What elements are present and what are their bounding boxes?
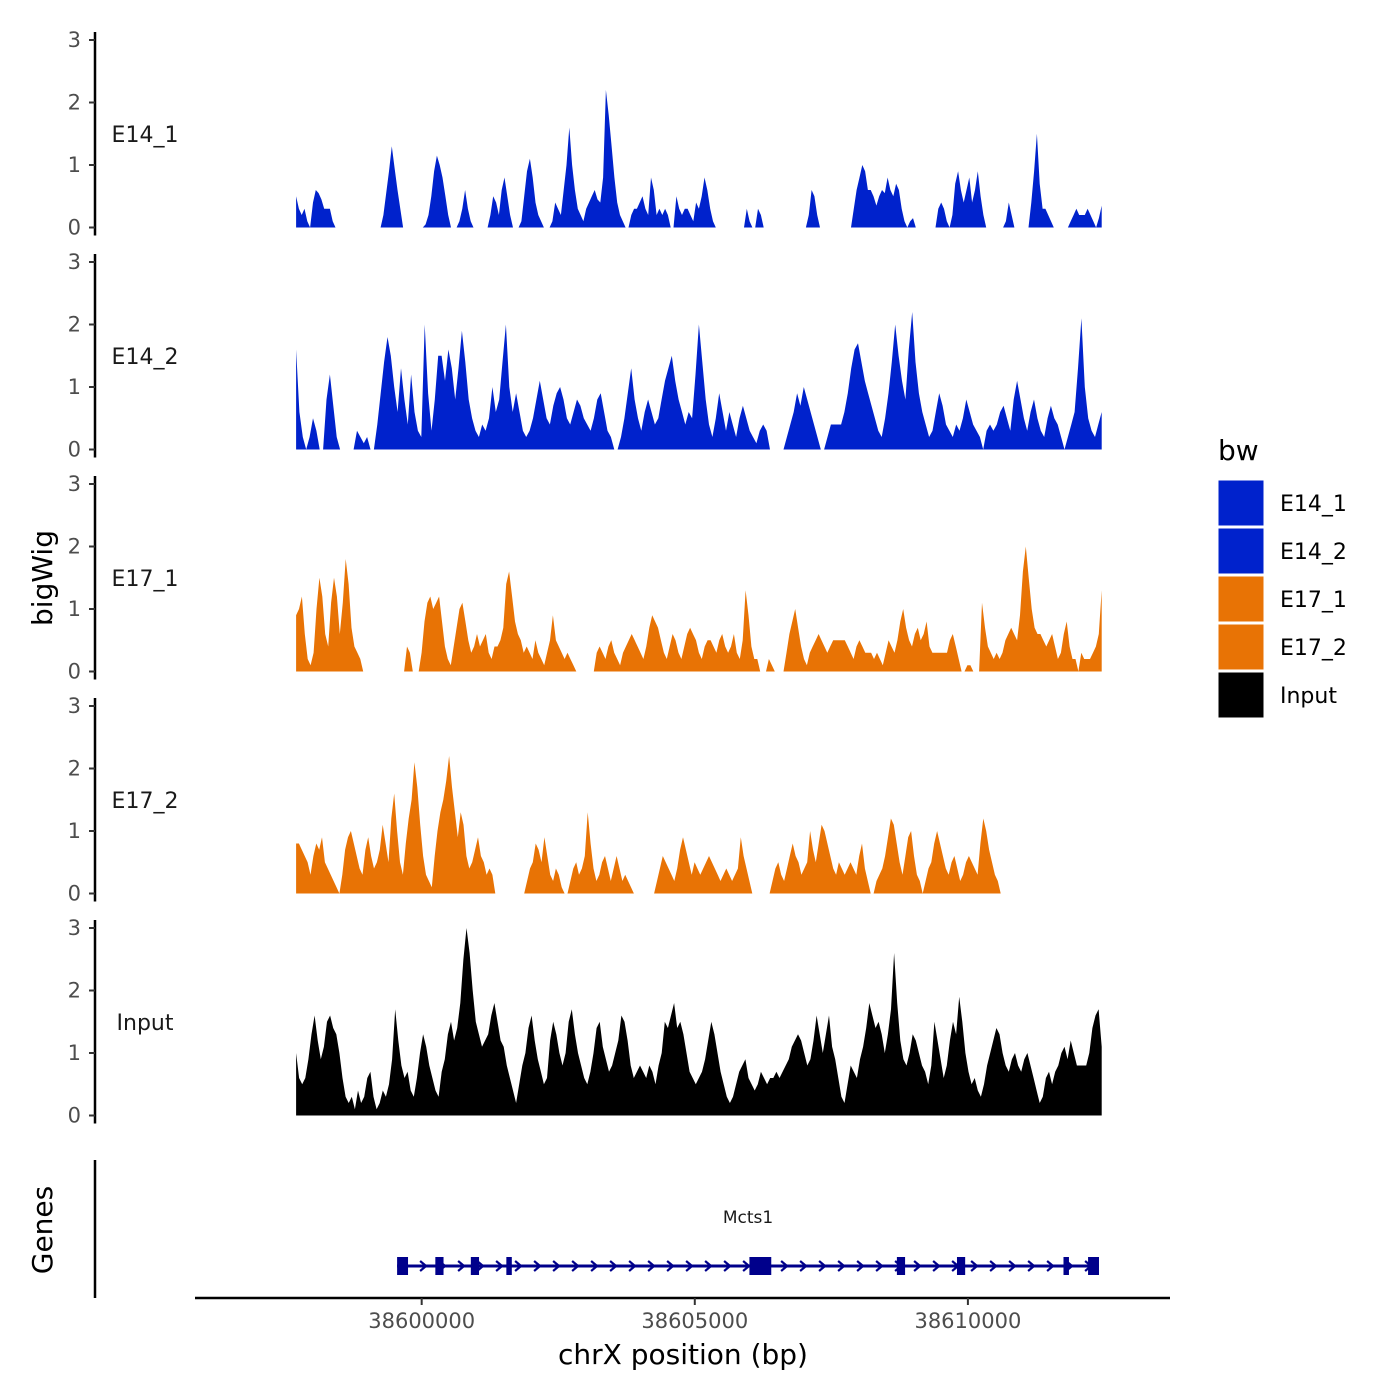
track-label: E14_1 <box>112 123 179 148</box>
strand-arrow <box>533 1260 542 1272</box>
y-tick-label: 1 <box>68 819 81 843</box>
strand-arrow <box>1027 1260 1036 1272</box>
genes-panel: Mcts1 <box>93 1160 1099 1298</box>
strand-arrow <box>552 1260 561 1272</box>
strand-arrow <box>989 1260 998 1272</box>
coverage-area <box>296 546 1102 672</box>
y-tick-label: 2 <box>68 979 81 1003</box>
strand-arrow <box>875 1260 884 1272</box>
legend-swatch <box>1217 575 1265 623</box>
track-e17-1: 0 1 2 3 E17_1 <box>68 472 1102 684</box>
gene-exon <box>1063 1257 1069 1275</box>
track-e14-1: 0 1 2 3 E14_1 <box>68 28 1102 240</box>
coverage-area <box>296 312 1102 450</box>
y-tick-label: 2 <box>68 91 81 115</box>
y-tick-label: 3 <box>68 472 81 496</box>
strand-arrow <box>647 1260 656 1272</box>
strand-arrow <box>457 1260 466 1272</box>
strand-arrow <box>666 1260 675 1272</box>
strand-arrow <box>1008 1260 1017 1272</box>
legend-label: Input <box>1280 684 1337 709</box>
strand-arrow <box>419 1260 428 1272</box>
track-input: 0 1 2 3 Input <box>68 916 1102 1128</box>
y-tick-label: 0 <box>68 660 81 684</box>
genes-panel-title: Genes <box>26 1186 59 1274</box>
strand-arrow <box>704 1260 713 1272</box>
y-tick-label: 0 <box>68 1104 81 1128</box>
strand-arrow <box>590 1260 599 1272</box>
strand-arrow <box>780 1260 789 1272</box>
strand-arrow <box>495 1260 504 1272</box>
legend-label: E17_1 <box>1280 588 1347 613</box>
x-tick-label: 38600000 <box>368 1309 475 1333</box>
strand-arrow <box>476 1260 485 1272</box>
strand-arrow <box>685 1260 694 1272</box>
legend-swatch <box>1217 623 1265 671</box>
track-e14-2: 0 1 2 3 E14_2 <box>68 250 1102 462</box>
y-axis-title: bigWig <box>26 530 59 626</box>
track-label: Input <box>117 1011 174 1036</box>
strand-arrow <box>799 1260 808 1272</box>
legend-label: E17_2 <box>1280 636 1347 661</box>
legend: bw E14_1 E14_2 E17_1 E17_2 Input <box>1217 434 1347 719</box>
strand-arrow <box>628 1260 637 1272</box>
strand-arrow <box>571 1260 580 1272</box>
legend-title: bw <box>1218 434 1259 467</box>
y-tick-label: 0 <box>68 438 81 462</box>
gene-name-label: Mcts1 <box>723 1208 773 1228</box>
y-tick-label: 1 <box>68 1041 81 1065</box>
x-axis-title: chrX position (bp) <box>558 1338 808 1371</box>
x-axis: 38600000 38605000 38610000 <box>195 1296 1170 1333</box>
y-tick-label: 2 <box>68 757 81 781</box>
legend-swatch <box>1217 527 1265 575</box>
y-tick-label: 2 <box>68 313 81 337</box>
y-tick-label: 1 <box>68 375 81 399</box>
gene-exon <box>896 1257 906 1275</box>
strand-arrow <box>723 1260 732 1272</box>
coverage-area <box>296 928 1102 1116</box>
gene-exon <box>470 1257 480 1275</box>
y-tick-label: 1 <box>68 153 81 177</box>
gene-mcts1: Mcts1 <box>397 1208 1099 1275</box>
track-label: E14_2 <box>112 345 179 370</box>
strand-arrow <box>932 1260 941 1272</box>
strand-arrow <box>856 1260 865 1272</box>
y-tick-label: 3 <box>68 694 81 718</box>
coverage-area <box>296 90 1102 228</box>
legend-label: E14_2 <box>1280 540 1347 565</box>
strand-arrow <box>970 1260 979 1272</box>
strand-arrow <box>913 1260 922 1272</box>
y-tick-label: 1 <box>68 597 81 621</box>
strand-arrow <box>609 1260 618 1272</box>
gene-exon <box>397 1257 409 1275</box>
y-tick-label: 3 <box>68 250 81 274</box>
y-tick-label: 0 <box>68 216 81 240</box>
y-tick-label: 2 <box>68 535 81 559</box>
strand-arrow <box>1046 1260 1055 1272</box>
strand-arrow <box>742 1260 751 1272</box>
x-tick-label: 38610000 <box>914 1309 1021 1333</box>
legend-swatch <box>1217 671 1265 719</box>
gene-exon <box>956 1257 966 1275</box>
track-label: E17_2 <box>112 789 179 814</box>
track-e17-2: 0 1 2 3 E17_2 <box>68 694 1102 906</box>
track-label: E17_1 <box>112 567 179 592</box>
gene-exon <box>435 1257 444 1275</box>
x-tick-label: 38605000 <box>641 1309 748 1333</box>
strand-arrow <box>818 1260 827 1272</box>
gene-exon <box>506 1257 512 1275</box>
y-tick-label: 3 <box>68 28 81 52</box>
coverage-tracks: 0 1 2 3 E14_1 0 1 2 3 E14_2 0 1 2 3 E17_1 0 1 2 3 E17_2 0 1 2 3… <box>68 28 1102 1128</box>
y-tick-label: 0 <box>68 882 81 906</box>
legend-label: E14_1 <box>1280 492 1347 517</box>
coverage-area <box>296 756 1102 894</box>
gene-exon <box>749 1257 772 1275</box>
y-tick-label: 3 <box>68 916 81 940</box>
legend-swatch <box>1217 479 1265 527</box>
strand-arrow <box>837 1260 846 1272</box>
gene-exon <box>1088 1257 1099 1275</box>
strand-arrow <box>514 1260 523 1272</box>
